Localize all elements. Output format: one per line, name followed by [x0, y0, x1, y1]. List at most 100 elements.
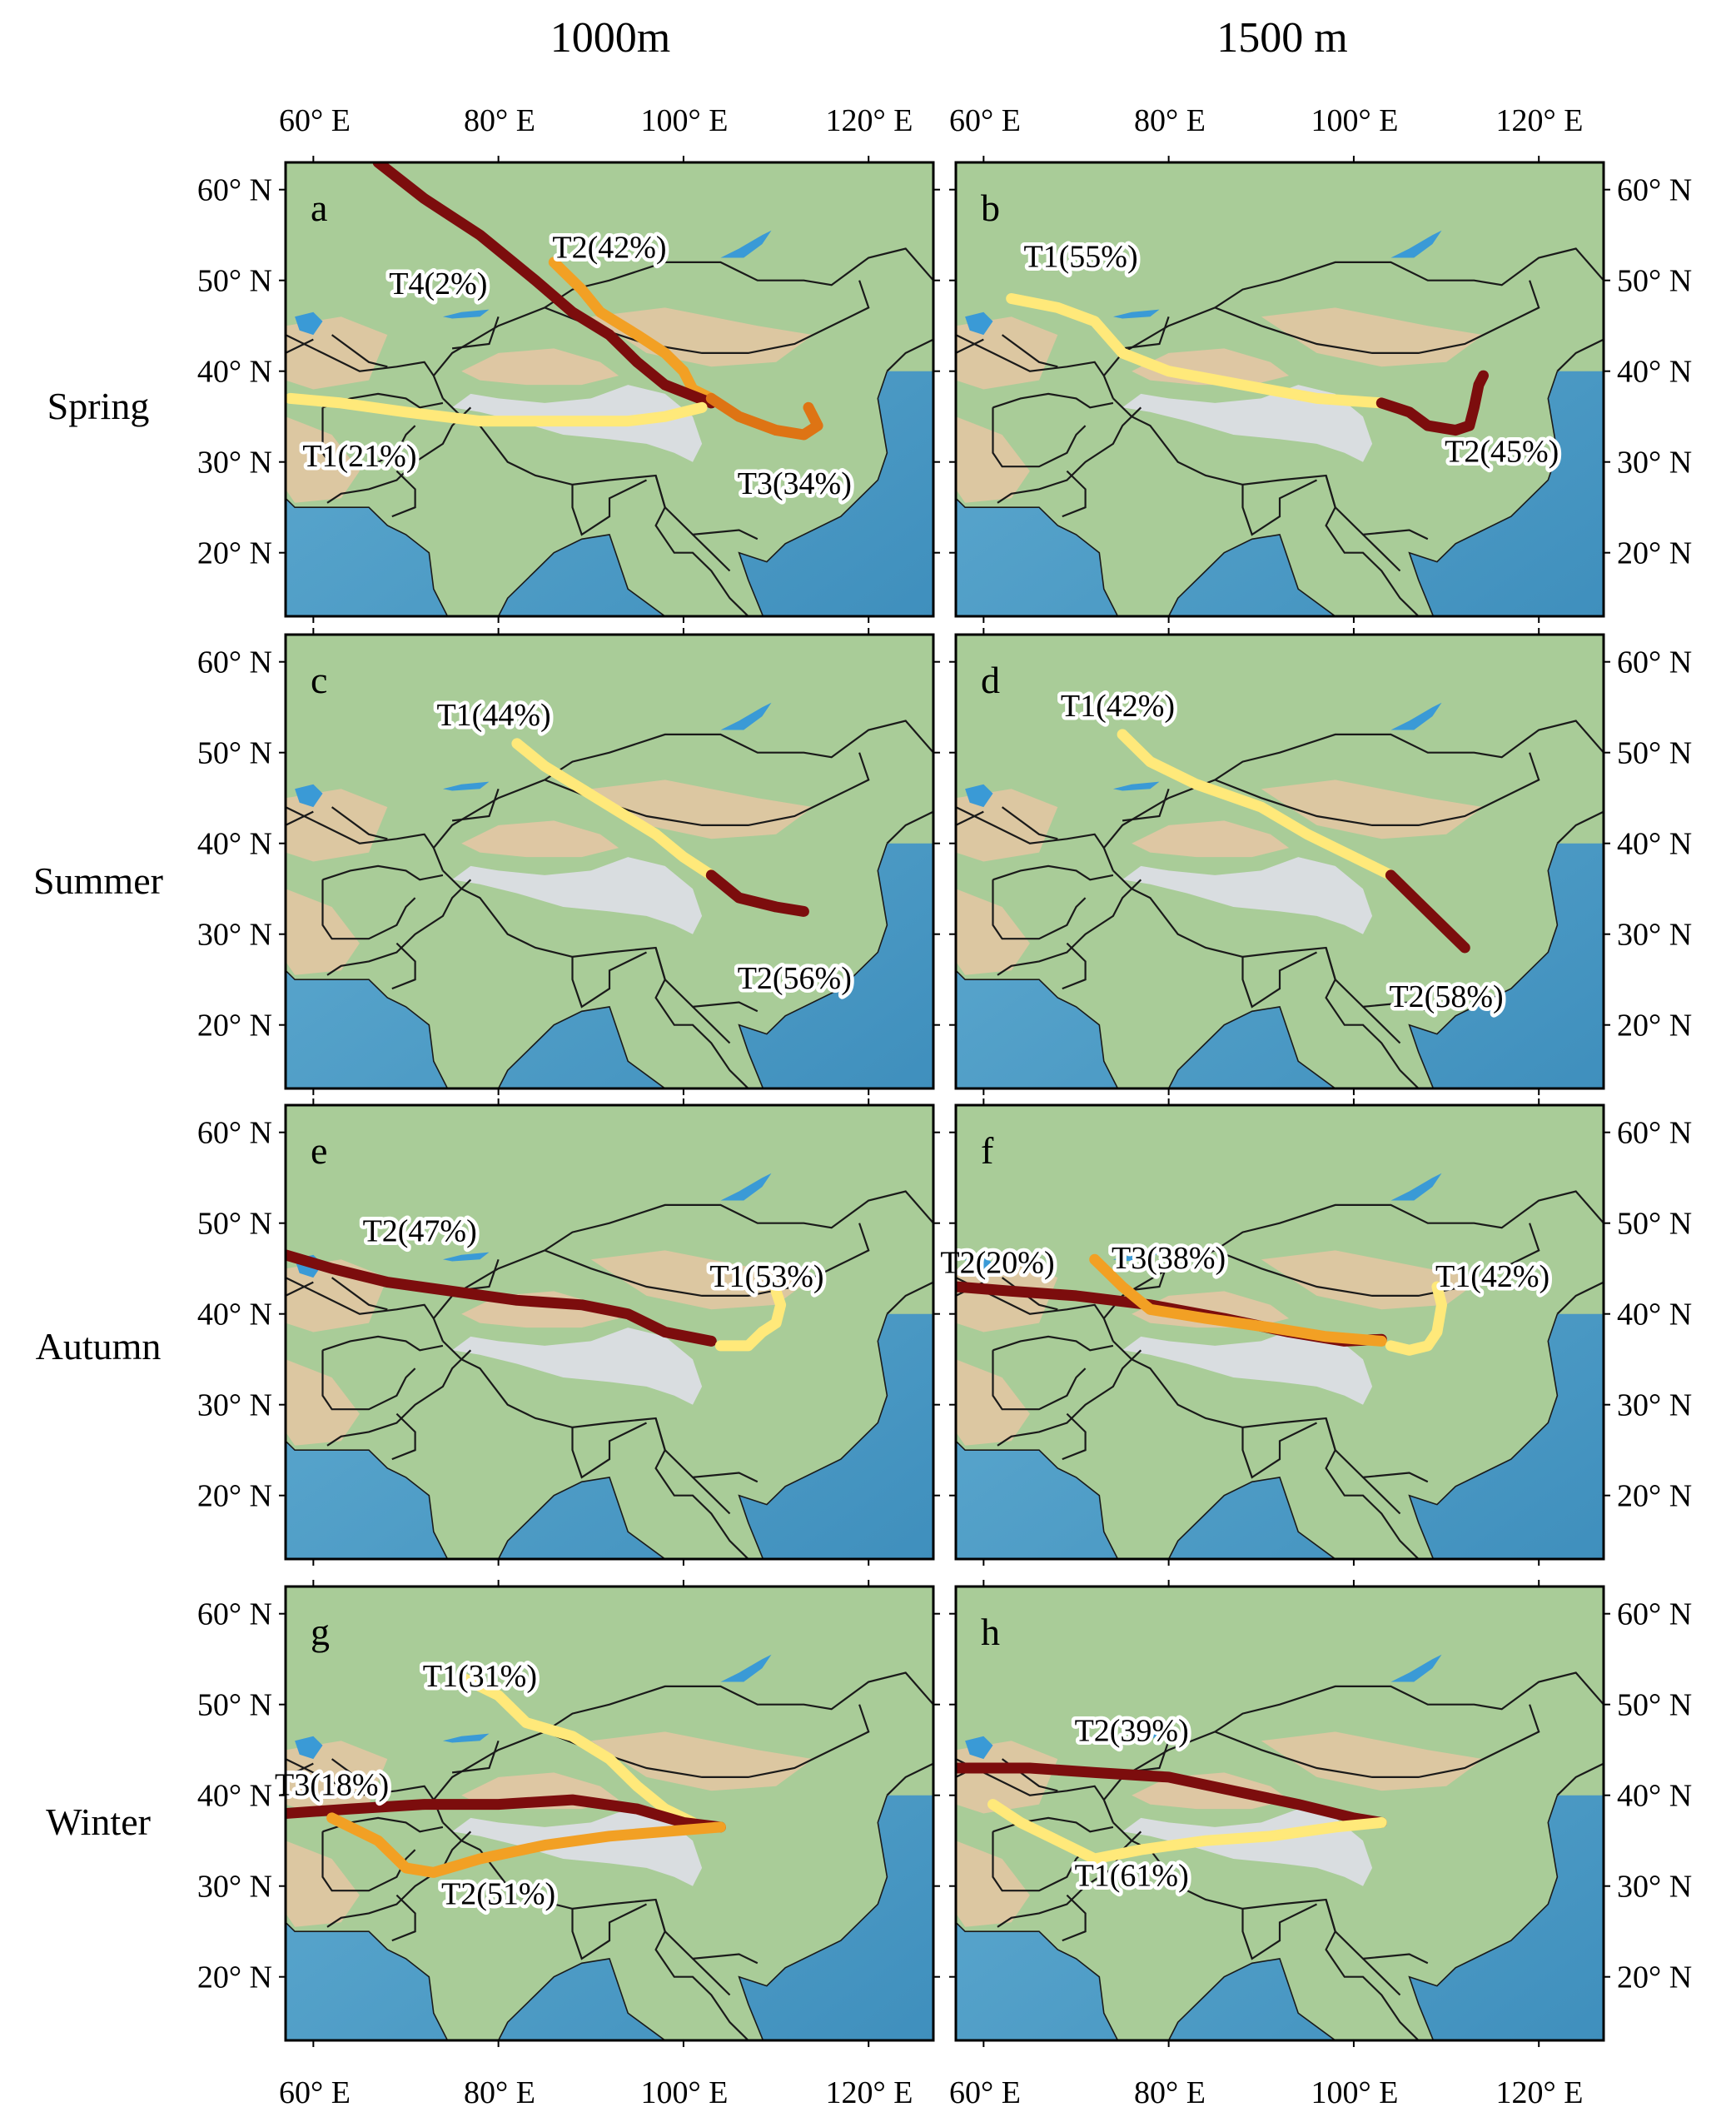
trajectory-line-t1: [987, 1799, 1387, 1865]
trajectory-label-t2: T2(42%): [552, 230, 666, 265]
plateau-area: [452, 857, 703, 934]
country-border: [1102, 1671, 1604, 1801]
top-lon-tick-100-left: 100° E: [641, 103, 729, 138]
desert-area: [286, 889, 360, 975]
row-label-winter: Winter: [46, 1801, 151, 1843]
plateau-area: [1122, 857, 1373, 934]
country-border: [997, 1349, 1142, 1447]
trajectory-label-t2: T2(20%): [940, 1246, 1054, 1281]
country-border: [1102, 247, 1604, 376]
country-border: [654, 1417, 749, 1559]
top-lon-tick-60-right: 60° E: [949, 103, 1021, 138]
desert-area: [286, 1841, 360, 1927]
trajectory-line-t3: [705, 392, 823, 441]
trajectory-label-t1: T1(55%): [1023, 239, 1137, 274]
lake: [720, 702, 772, 730]
country-border: [956, 338, 984, 354]
country-border: [956, 810, 984, 826]
country-border: [1556, 338, 1604, 372]
panel-frame: [284, 633, 935, 1090]
panel-frame: [954, 1103, 1605, 1561]
trajectory-line-t2: [326, 1812, 726, 1878]
lat-tick-label: 50° N: [1617, 1207, 1692, 1242]
country-border: [992, 407, 1087, 468]
country-border: [391, 470, 416, 518]
country-border: [1214, 1223, 1540, 1297]
trajectory-label-t2: T2(51%): [441, 1877, 555, 1912]
desert-area: [956, 416, 1030, 503]
map-base: [956, 162, 1604, 616]
country-border: [1362, 1006, 1401, 1044]
lake: [965, 1736, 993, 1760]
country-border: [1001, 334, 1058, 368]
trajectory-label-t4: T4(2%): [389, 266, 487, 301]
lat-tick-label: 30° N: [1617, 1388, 1692, 1423]
country-border: [1556, 1281, 1604, 1315]
panel-letter: b: [981, 187, 1000, 229]
coastline: [956, 635, 1559, 1088]
map-base: [956, 635, 1604, 1088]
lake: [720, 1173, 772, 1201]
land-area: [286, 1587, 933, 2040]
lat-tick-label: 60° N: [1617, 1597, 1692, 1632]
map-base: [956, 1587, 1604, 2040]
lake: [1390, 1173, 1442, 1201]
trajectory-label-t2: T2(58%): [1389, 979, 1503, 1014]
lat-tick-label: 30° N: [1617, 918, 1692, 953]
country-border: [1325, 1899, 1420, 2040]
country-border: [886, 810, 933, 844]
country-border: [992, 1831, 1087, 1892]
country-border: [654, 947, 749, 1088]
country-border: [992, 1335, 1114, 1352]
country-border: [571, 479, 647, 536]
lat-tick-label: 40° N: [1617, 1779, 1692, 1814]
plateau-area: [1122, 1327, 1373, 1405]
country-border: [286, 810, 314, 826]
country-border: [326, 406, 472, 504]
country-border: [956, 806, 1114, 871]
panel-letter: h: [981, 1611, 1000, 1653]
bottom-lon-tick-60-right: 60° E: [949, 2075, 1021, 2110]
coastline: [956, 1105, 1559, 1559]
country-border: [432, 720, 933, 849]
country-border: [442, 1821, 759, 1965]
panel-frame: [954, 633, 1605, 1090]
desert-area: [461, 820, 619, 858]
lat-tick-label: 40° N: [1617, 827, 1692, 862]
lat-tick-label: 50° N: [1617, 736, 1692, 771]
map-panel-h: T2(39%) T1(61%) h: [949, 1580, 1610, 2047]
trajectory-label-t1: T1(42%): [1435, 1259, 1549, 1294]
lat-tick-label: 40° N: [197, 827, 272, 862]
lake: [1112, 309, 1160, 319]
trajectory-label-t3: T3(38%): [1112, 1241, 1226, 1276]
country-border: [286, 1762, 314, 1778]
country-border: [997, 406, 1142, 504]
coastline: [286, 635, 888, 1088]
country-border: [654, 1899, 749, 2040]
map-base: [956, 1105, 1604, 1559]
coastline: [286, 1105, 888, 1559]
lat-tick-label: 40° N: [1617, 1298, 1692, 1332]
country-border: [286, 338, 314, 354]
country-border: [331, 1277, 388, 1311]
country-border: [1122, 316, 1170, 350]
country-border: [1325, 475, 1420, 616]
country-border: [391, 1894, 416, 1942]
lake: [295, 784, 323, 808]
country-border: [326, 1349, 472, 1447]
country-border: [1556, 810, 1604, 844]
trajectory-label-t1: T1(42%): [1061, 689, 1175, 724]
lat-tick-label: 30° N: [1617, 1870, 1692, 1905]
country-border: [432, 1671, 933, 1801]
country-border: [571, 1422, 647, 1479]
map-panel-b: T1(55%) T2(45%) b: [949, 156, 1610, 623]
country-border: [286, 1277, 444, 1342]
bottom-lon-tick-80-right: 80° E: [1134, 2075, 1206, 2110]
country-border: [321, 407, 416, 468]
lat-tick-label: 40° N: [197, 1779, 272, 1814]
country-border: [1112, 1340, 1429, 1483]
top-lon-tick-120-left: 120° E: [826, 103, 913, 138]
lake: [442, 1733, 490, 1743]
lat-tick-label: 40° N: [197, 355, 272, 390]
